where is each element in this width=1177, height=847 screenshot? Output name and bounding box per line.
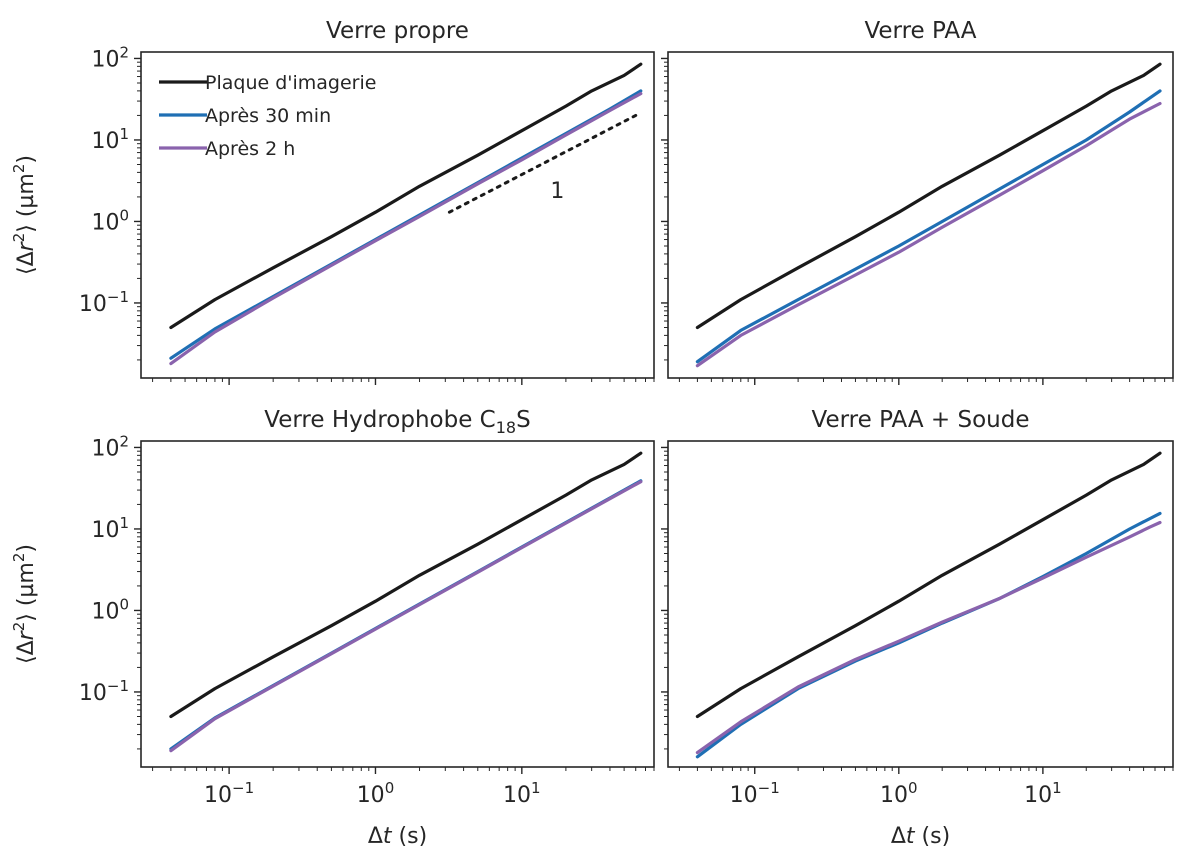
axis-ticks (134, 446, 655, 774)
legend-label: Plaque d'imagerie (205, 72, 376, 94)
panel-2: Verre PAA (661, 18, 1174, 385)
y-tick-label: 10−1 (79, 288, 129, 317)
series-plaque-d-imagerie (169, 451, 643, 719)
slope-label: 1 (550, 179, 564, 204)
plot-area (169, 62, 643, 366)
panel-title: Verre PAA (864, 18, 976, 44)
legend-label: Après 30 min (205, 105, 331, 127)
panel-1: Verre propre 10−1 100 101 102 ⟨Δr2⟩ (µm2) 1 Pla… (10, 18, 655, 385)
series-plaque-d-imagerie (169, 62, 643, 330)
panel-frame (140, 51, 655, 379)
x-tick-label: 101 (1024, 779, 1062, 808)
plot-area (695, 451, 1162, 759)
y-tick-label: 101 (91, 125, 129, 154)
panel-title: Verre propre (326, 18, 469, 44)
legend-label: Après 2 h (205, 138, 295, 160)
series-apr-s-2-h (695, 101, 1162, 368)
y-tick-label: 102 (91, 43, 129, 72)
x-axis-label: Δt (s) (891, 824, 950, 847)
y-tick-label: 100 (91, 206, 129, 235)
x-axis-label: Δt (s) (368, 824, 427, 847)
x-tick-label: 10−1 (730, 779, 780, 808)
y-tick-label: 10−1 (79, 677, 129, 706)
panel-frame (667, 440, 1174, 768)
y-axis-label: ⟨Δr2⟩ (µm2) (10, 544, 39, 664)
x-tick-label: 100 (357, 779, 395, 808)
panel-4: Verre PAA + Soude 10−1 100 101 Δt (s) (661, 407, 1174, 847)
series-apr-s-2-h (169, 480, 643, 753)
series-apr-s-2-h (695, 520, 1162, 755)
y-tick-label: 101 (91, 514, 129, 543)
panel-frame (140, 440, 655, 768)
series-plaque-d-imagerie (695, 62, 1162, 330)
series-plaque-d-imagerie (695, 451, 1162, 719)
series-apr-s-2-h (169, 91, 643, 366)
panel-3: Verre Hydrophobe C18S 10−1 100 101 102 ⟨Δr2⟩ … (10, 407, 655, 847)
y-axis-label: ⟨Δr2⟩ (µm2) (10, 155, 39, 275)
series-apr-s-30-min (695, 89, 1162, 364)
y-tick-label: 102 (91, 432, 129, 461)
x-tick-label: 100 (880, 779, 918, 808)
x-tick-label: 101 (503, 779, 541, 808)
legend: Plaque d'imagerie Après 30 min Après 2 h (159, 72, 376, 160)
x-tick-label: 10−1 (204, 779, 254, 808)
panel-title: Verre PAA + Soude (812, 407, 1030, 433)
slope-guide-line (447, 113, 638, 214)
series-apr-s-30-min (695, 511, 1162, 759)
plot-area (695, 62, 1162, 368)
plot-area (169, 451, 643, 753)
panel-frame (667, 51, 1174, 379)
panel-title: Verre Hydrophobe C18S (264, 407, 530, 437)
y-tick-label: 100 (91, 595, 129, 624)
